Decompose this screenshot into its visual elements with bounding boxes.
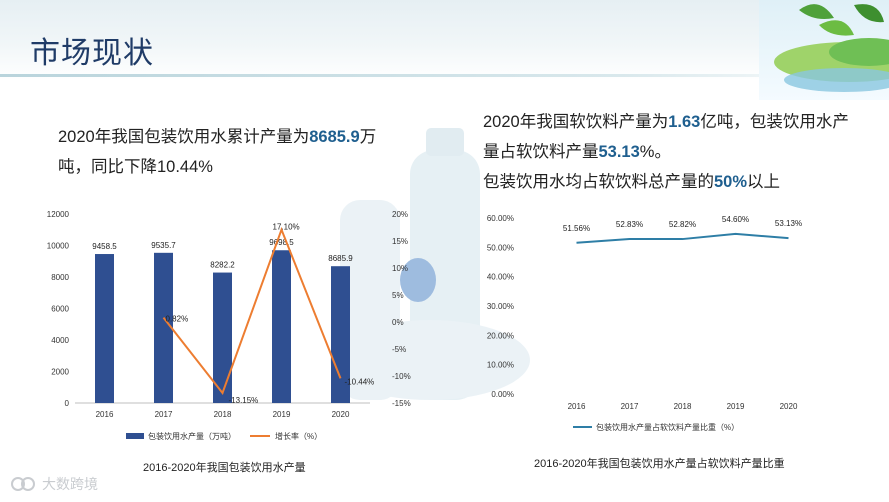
- growth-rate-line: [162, 226, 342, 396]
- bar-value-label: 8685.9: [328, 254, 353, 263]
- water-bottle-background: [330, 110, 560, 410]
- y-left-tick-label: 10000: [47, 242, 70, 251]
- legend-line-label: 增长率（%）: [275, 431, 322, 441]
- y-tick-label: 50.00%: [487, 243, 514, 252]
- share-value-label: 54.60%: [722, 215, 749, 224]
- production-bar-line-chart: 0 2000 4000 6000 8000 10000 12000 -15% -10% -5% 0%…: [47, 210, 411, 441]
- y-left-tick-label: 4000: [51, 336, 69, 345]
- growth-rate-label: -13.15%: [229, 396, 259, 405]
- legend-bar-label: 包装饮用水产量（万吨）: [148, 431, 236, 441]
- bar: [95, 254, 114, 403]
- x-tick-label: 2017: [621, 402, 639, 411]
- x-tick-label: 2018: [214, 410, 232, 419]
- y-right-tick-label: 10%: [392, 264, 408, 273]
- share-line-chart: 0.00% 10.00% 20.00% 30.00% 40.00% 50.00% 60.00…: [487, 214, 802, 432]
- right-summary-line-2: 包装饮用水均占软饮料总产量的50%以上: [483, 173, 781, 191]
- y-right-tick-label: -15%: [392, 399, 411, 408]
- growth-rate-label: -10.44%: [345, 377, 375, 386]
- y-right-tick-label: -10%: [392, 372, 411, 381]
- y-tick-label: 20.00%: [487, 331, 514, 340]
- y-tick-label: 60.00%: [487, 214, 514, 223]
- y-right-tick-label: 20%: [392, 210, 408, 219]
- y-left-tick-label: 0: [65, 399, 70, 408]
- y-left-tick-label: 2000: [51, 368, 69, 377]
- bar: [154, 252, 173, 403]
- bar-value-label: 9535.7: [151, 241, 176, 250]
- x-tick-label: 2020: [780, 402, 798, 411]
- share-value-label: 52.83%: [616, 220, 643, 229]
- y-tick-label: 40.00%: [487, 273, 514, 282]
- y-right-tick-label: -5%: [392, 345, 406, 354]
- x-tick-label: 2017: [155, 410, 173, 419]
- y-tick-label: 10.00%: [487, 361, 514, 370]
- legend-bar-swatch: [126, 433, 144, 439]
- nature-corner-image: [759, 0, 889, 100]
- right-summary-line-1: 2020年我国软饮料产量为1.63亿吨，包装饮用水产量占软饮料产量53.13%。: [483, 113, 849, 161]
- watermark: 大数跨境: [10, 474, 98, 494]
- bar-value-label: 9458.5: [92, 242, 117, 251]
- bar: [213, 272, 232, 403]
- watermark-logo-icon: [11, 477, 35, 491]
- page-title: 市场现状: [30, 37, 154, 70]
- y-left-tick-label: 6000: [51, 305, 69, 314]
- share-value-label: 51.56%: [563, 224, 590, 233]
- y-right-tick-label: 5%: [392, 291, 404, 300]
- y-right-tick-label: 15%: [392, 237, 408, 246]
- watermark-text: 大数跨境: [42, 476, 98, 492]
- header-band: [0, 0, 889, 80]
- x-tick-label: 2016: [96, 410, 114, 419]
- share-line: [576, 232, 789, 244]
- x-tick-label: 2020: [332, 410, 350, 419]
- right-summary-text: 2020年我国软饮料产量为1.63亿吨，包装饮用水产量占软饮料产量53.13%。…: [483, 107, 863, 197]
- growth-rate-label: 0.82%: [166, 315, 189, 324]
- share-value-label: 53.13%: [775, 219, 802, 228]
- bar: [272, 250, 291, 403]
- header-divider: [0, 74, 889, 77]
- chart2-caption: 2016-2020年我国包装饮用水产量占软饮料产量比重: [534, 458, 785, 470]
- growth-rate-label: 17.10%: [273, 223, 300, 232]
- y-tick-label: 30.00%: [487, 302, 514, 311]
- legend-line-label: 包装饮用水产量占软饮料产量比重（%）: [596, 422, 739, 432]
- x-tick-label: 2018: [674, 402, 692, 411]
- y-tick-label: 0.00%: [491, 390, 514, 399]
- y-right-tick-label: 0%: [392, 318, 404, 327]
- bar-value-label: 9698.5: [269, 238, 294, 247]
- left-summary-text: 2020年我国包装饮用水累计产量为8685.9万吨，同比下降10.44%: [58, 128, 377, 176]
- x-tick-label: 2019: [273, 410, 291, 419]
- y-left-tick-label: 12000: [47, 210, 70, 219]
- share-value-label: 52.82%: [669, 220, 696, 229]
- bar-value-label: 8282.2: [210, 261, 235, 270]
- x-tick-label: 2019: [727, 402, 745, 411]
- y-left-tick-label: 8000: [51, 273, 69, 282]
- chart1-caption: 2016-2020年我国包装饮用水产量: [143, 462, 306, 474]
- x-tick-label: 2016: [568, 402, 586, 411]
